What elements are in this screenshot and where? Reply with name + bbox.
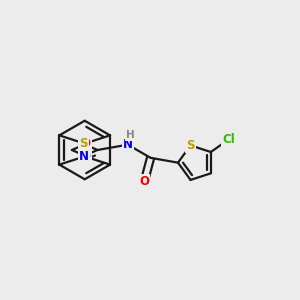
Text: S: S [186, 139, 195, 152]
Text: O: O [81, 137, 91, 151]
Text: N: N [123, 138, 133, 151]
Text: O: O [139, 176, 149, 188]
Text: O: O [81, 149, 91, 163]
Text: Cl: Cl [222, 133, 235, 146]
Text: S: S [80, 137, 88, 151]
Text: N: N [79, 149, 88, 163]
Text: H: H [126, 130, 134, 140]
